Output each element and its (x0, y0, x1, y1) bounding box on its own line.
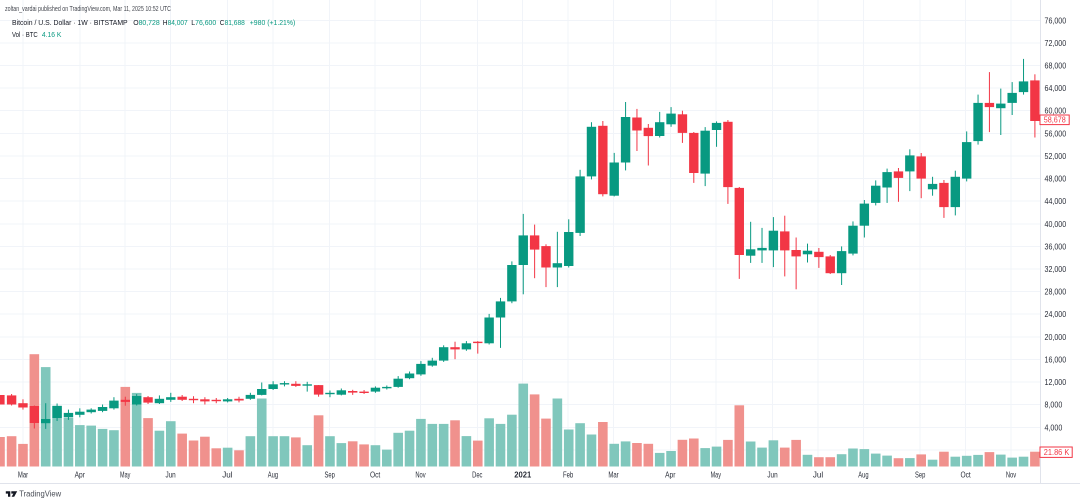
svg-text:L76,600: L76,600 (191, 18, 216, 27)
svg-text:Apr: Apr (665, 470, 676, 479)
svg-text:28,000: 28,000 (1045, 287, 1067, 297)
svg-text:Jul: Jul (222, 470, 233, 479)
svg-text:12,000: 12,000 (1045, 377, 1067, 387)
svg-text:76,000: 76,000 (1045, 15, 1067, 25)
svg-text:Mar: Mar (18, 470, 29, 479)
svg-text:8,000: 8,000 (1045, 400, 1063, 410)
svg-text:+980 (+1.21%): +980 (+1.21%) (250, 18, 295, 27)
svg-text:21.86 K: 21.86 K (1044, 448, 1070, 457)
svg-text:24,000: 24,000 (1045, 309, 1067, 319)
svg-text:4,000: 4,000 (1045, 422, 1063, 432)
svg-text:Feb: Feb (563, 470, 574, 479)
svg-text:44,000: 44,000 (1045, 196, 1067, 206)
svg-text:Nov: Nov (415, 470, 425, 479)
svg-text:16,000: 16,000 (1045, 354, 1067, 364)
svg-text:Bitcoin / U.S. Dollar · 1W · B: Bitcoin / U.S. Dollar · 1W · BITSTAMP (12, 18, 128, 27)
svg-text:Dec: Dec (472, 470, 482, 479)
svg-text:32,000: 32,000 (1045, 264, 1067, 274)
svg-text:4.16 K: 4.16 K (42, 30, 62, 39)
svg-text:C81,688: C81,688 (220, 18, 245, 27)
svg-text:64,000: 64,000 (1045, 83, 1067, 93)
svg-text:68,000: 68,000 (1045, 61, 1067, 71)
svg-text:72,000: 72,000 (1045, 38, 1067, 48)
svg-text:Aug: Aug (858, 470, 868, 479)
svg-text:2021: 2021 (514, 470, 532, 479)
svg-text:Oct: Oct (370, 470, 381, 479)
svg-text:zoltan_vardai published on Tra: zoltan_vardai published on TradingView.c… (5, 4, 171, 13)
svg-text:Sep: Sep (915, 470, 926, 479)
svg-text:40,000: 40,000 (1045, 219, 1067, 229)
svg-text:Vol · BTC: Vol · BTC (12, 30, 38, 39)
svg-text:May: May (120, 470, 130, 479)
svg-text:Sep: Sep (325, 470, 336, 479)
svg-text:O80,728: O80,728 (133, 18, 160, 27)
svg-text:Nov: Nov (1006, 470, 1016, 479)
svg-text:Aug: Aug (268, 470, 278, 479)
svg-text:Jul: Jul (813, 470, 824, 479)
svg-text:Jun: Jun (165, 470, 175, 479)
svg-text:52,000: 52,000 (1045, 151, 1067, 161)
svg-text:36,000: 36,000 (1045, 241, 1067, 251)
svg-text:Mar: Mar (608, 470, 619, 479)
svg-text:Jun: Jun (767, 470, 777, 479)
svg-text:48,000: 48,000 (1045, 174, 1067, 184)
svg-text:Oct: Oct (960, 470, 971, 479)
svg-text:56,000: 56,000 (1045, 128, 1067, 138)
svg-text:Apr: Apr (75, 470, 86, 479)
svg-text:H84,007: H84,007 (163, 18, 188, 27)
svg-text:58,678: 58,678 (1044, 116, 1066, 125)
svg-text:20,000: 20,000 (1045, 332, 1067, 342)
svg-text:May: May (711, 470, 721, 479)
svg-text:TradingView: TradingView (19, 489, 61, 498)
svg-text:60,000: 60,000 (1045, 106, 1067, 116)
